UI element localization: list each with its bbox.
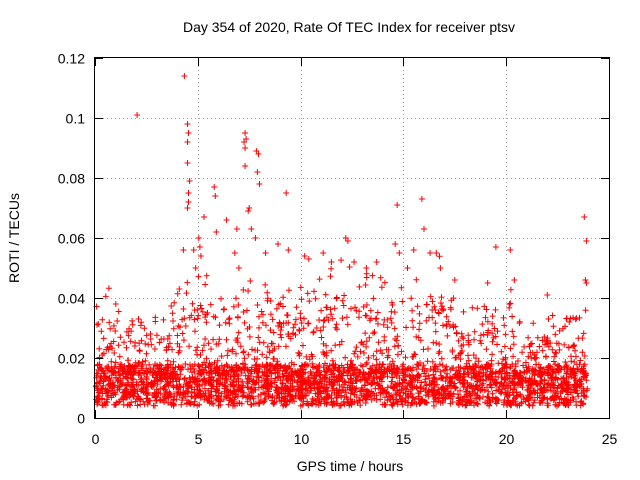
x-axis-label: GPS time / hours: [297, 458, 404, 474]
y-tick-label: 0: [77, 411, 85, 427]
x-tick-label: 10: [294, 431, 310, 447]
x-tick-label: 20: [499, 431, 515, 447]
x-tick-label: 25: [602, 431, 618, 447]
y-tick-label: 0.12: [58, 51, 85, 67]
axis-ticks: [95, 58, 610, 419]
y-tick-label: 0.06: [58, 231, 85, 247]
x-tick-label: 0: [92, 431, 100, 447]
y-tick-label: 0.04: [58, 291, 85, 307]
x-tick-label: 5: [195, 431, 203, 447]
y-tick-label: 0.02: [58, 351, 85, 367]
y-axis-label: ROTI / TECUs: [6, 193, 22, 283]
roti-point-markers: [93, 73, 591, 409]
tick-labels: 0 0.02 0.04 0.06 0.08 0.1 0.12 0 5 10 15 20 25: [58, 51, 618, 448]
chart-title: Day 354 of 2020, Rate Of TEC Index for r…: [183, 19, 515, 35]
grid-lines: [95, 58, 609, 418]
x-tick-label: 15: [396, 431, 412, 447]
data-points: [93, 73, 591, 409]
y-tick-label: 0.08: [58, 171, 85, 187]
y-tick-label: 0.1: [66, 111, 86, 127]
plot-frame: [94, 57, 610, 419]
